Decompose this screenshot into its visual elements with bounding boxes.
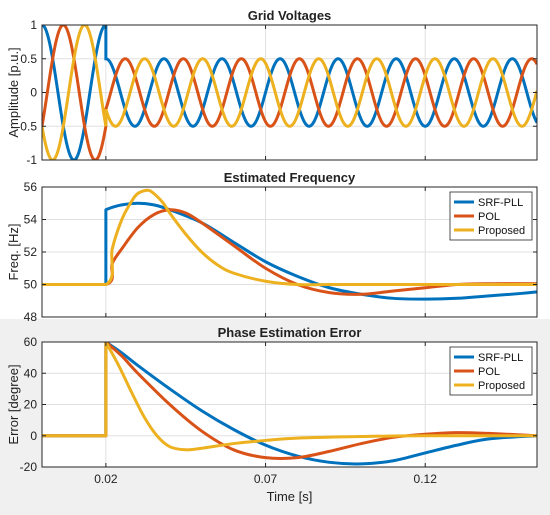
legend-entry: POL xyxy=(478,366,500,378)
y-tick-label: 50 xyxy=(24,278,38,292)
legend: SRF-PLL POL Proposed xyxy=(449,346,533,396)
legend-entry: SRF-PLL xyxy=(478,197,523,209)
legend-entry: Proposed xyxy=(478,380,525,392)
series-line-srf-pll xyxy=(42,201,537,301)
y-tick-label: -1 xyxy=(26,153,37,167)
y-tick-label: 48 xyxy=(24,310,38,324)
series-line-proposed xyxy=(42,342,537,452)
series-line-pol xyxy=(42,208,537,296)
series-line-proposed xyxy=(42,188,537,287)
y-axis-label: Amplitude [p.u.] xyxy=(6,47,21,137)
panel-2: 48 50 52 54 56 Estimated Frequency Freq. [Hz] S… xyxy=(6,170,538,324)
series-line-pol xyxy=(42,342,537,461)
chart-title: Phase Estimation Error xyxy=(218,325,362,340)
y-tick-label: 54 xyxy=(24,213,38,227)
y-tick-label: -20 xyxy=(20,460,38,474)
y-tick-label: 0 xyxy=(30,86,37,100)
x-tick-label: 0.12 xyxy=(414,472,438,486)
y-axis-label: Freq. [Hz] xyxy=(6,223,21,280)
y-tick-label: 60 xyxy=(24,335,38,349)
x-tick-label: 0.02 xyxy=(94,472,118,486)
legend-entry: SRF-PLL xyxy=(478,352,523,364)
y-tick-label: 40 xyxy=(24,366,38,380)
legend-entry: POL xyxy=(478,211,500,223)
y-tick-label: -0.5 xyxy=(16,119,37,133)
legend-entry: Proposed xyxy=(478,225,525,237)
x-tick-label: 0.07 xyxy=(254,472,278,486)
y-tick-label: 1 xyxy=(30,18,37,32)
y-tick-label: 56 xyxy=(24,180,38,194)
chart-title: Grid Voltages xyxy=(248,8,332,23)
series-line-srf-pll xyxy=(42,342,537,466)
y-tick-label: 20 xyxy=(24,398,38,412)
y-axis-label: Error [degree] xyxy=(6,364,21,444)
series-line-3 xyxy=(42,25,537,160)
chart-title: Estimated Frequency xyxy=(224,170,356,185)
y-tick-label: 0.5 xyxy=(20,52,37,66)
y-tick-label: 52 xyxy=(24,245,38,259)
panel-3: -20 0 20 40 60 0.02 0.07 0.12 Phase Estimation E… xyxy=(6,325,538,504)
legend: SRF-PLL POL Proposed xyxy=(449,191,533,241)
y-tick-label: 0 xyxy=(30,429,37,443)
x-axis-label: Time [s] xyxy=(267,489,313,504)
panel-1: -1 -0.5 0 0.5 1 Grid Voltages Amplitude [p.u.] xyxy=(6,8,538,167)
